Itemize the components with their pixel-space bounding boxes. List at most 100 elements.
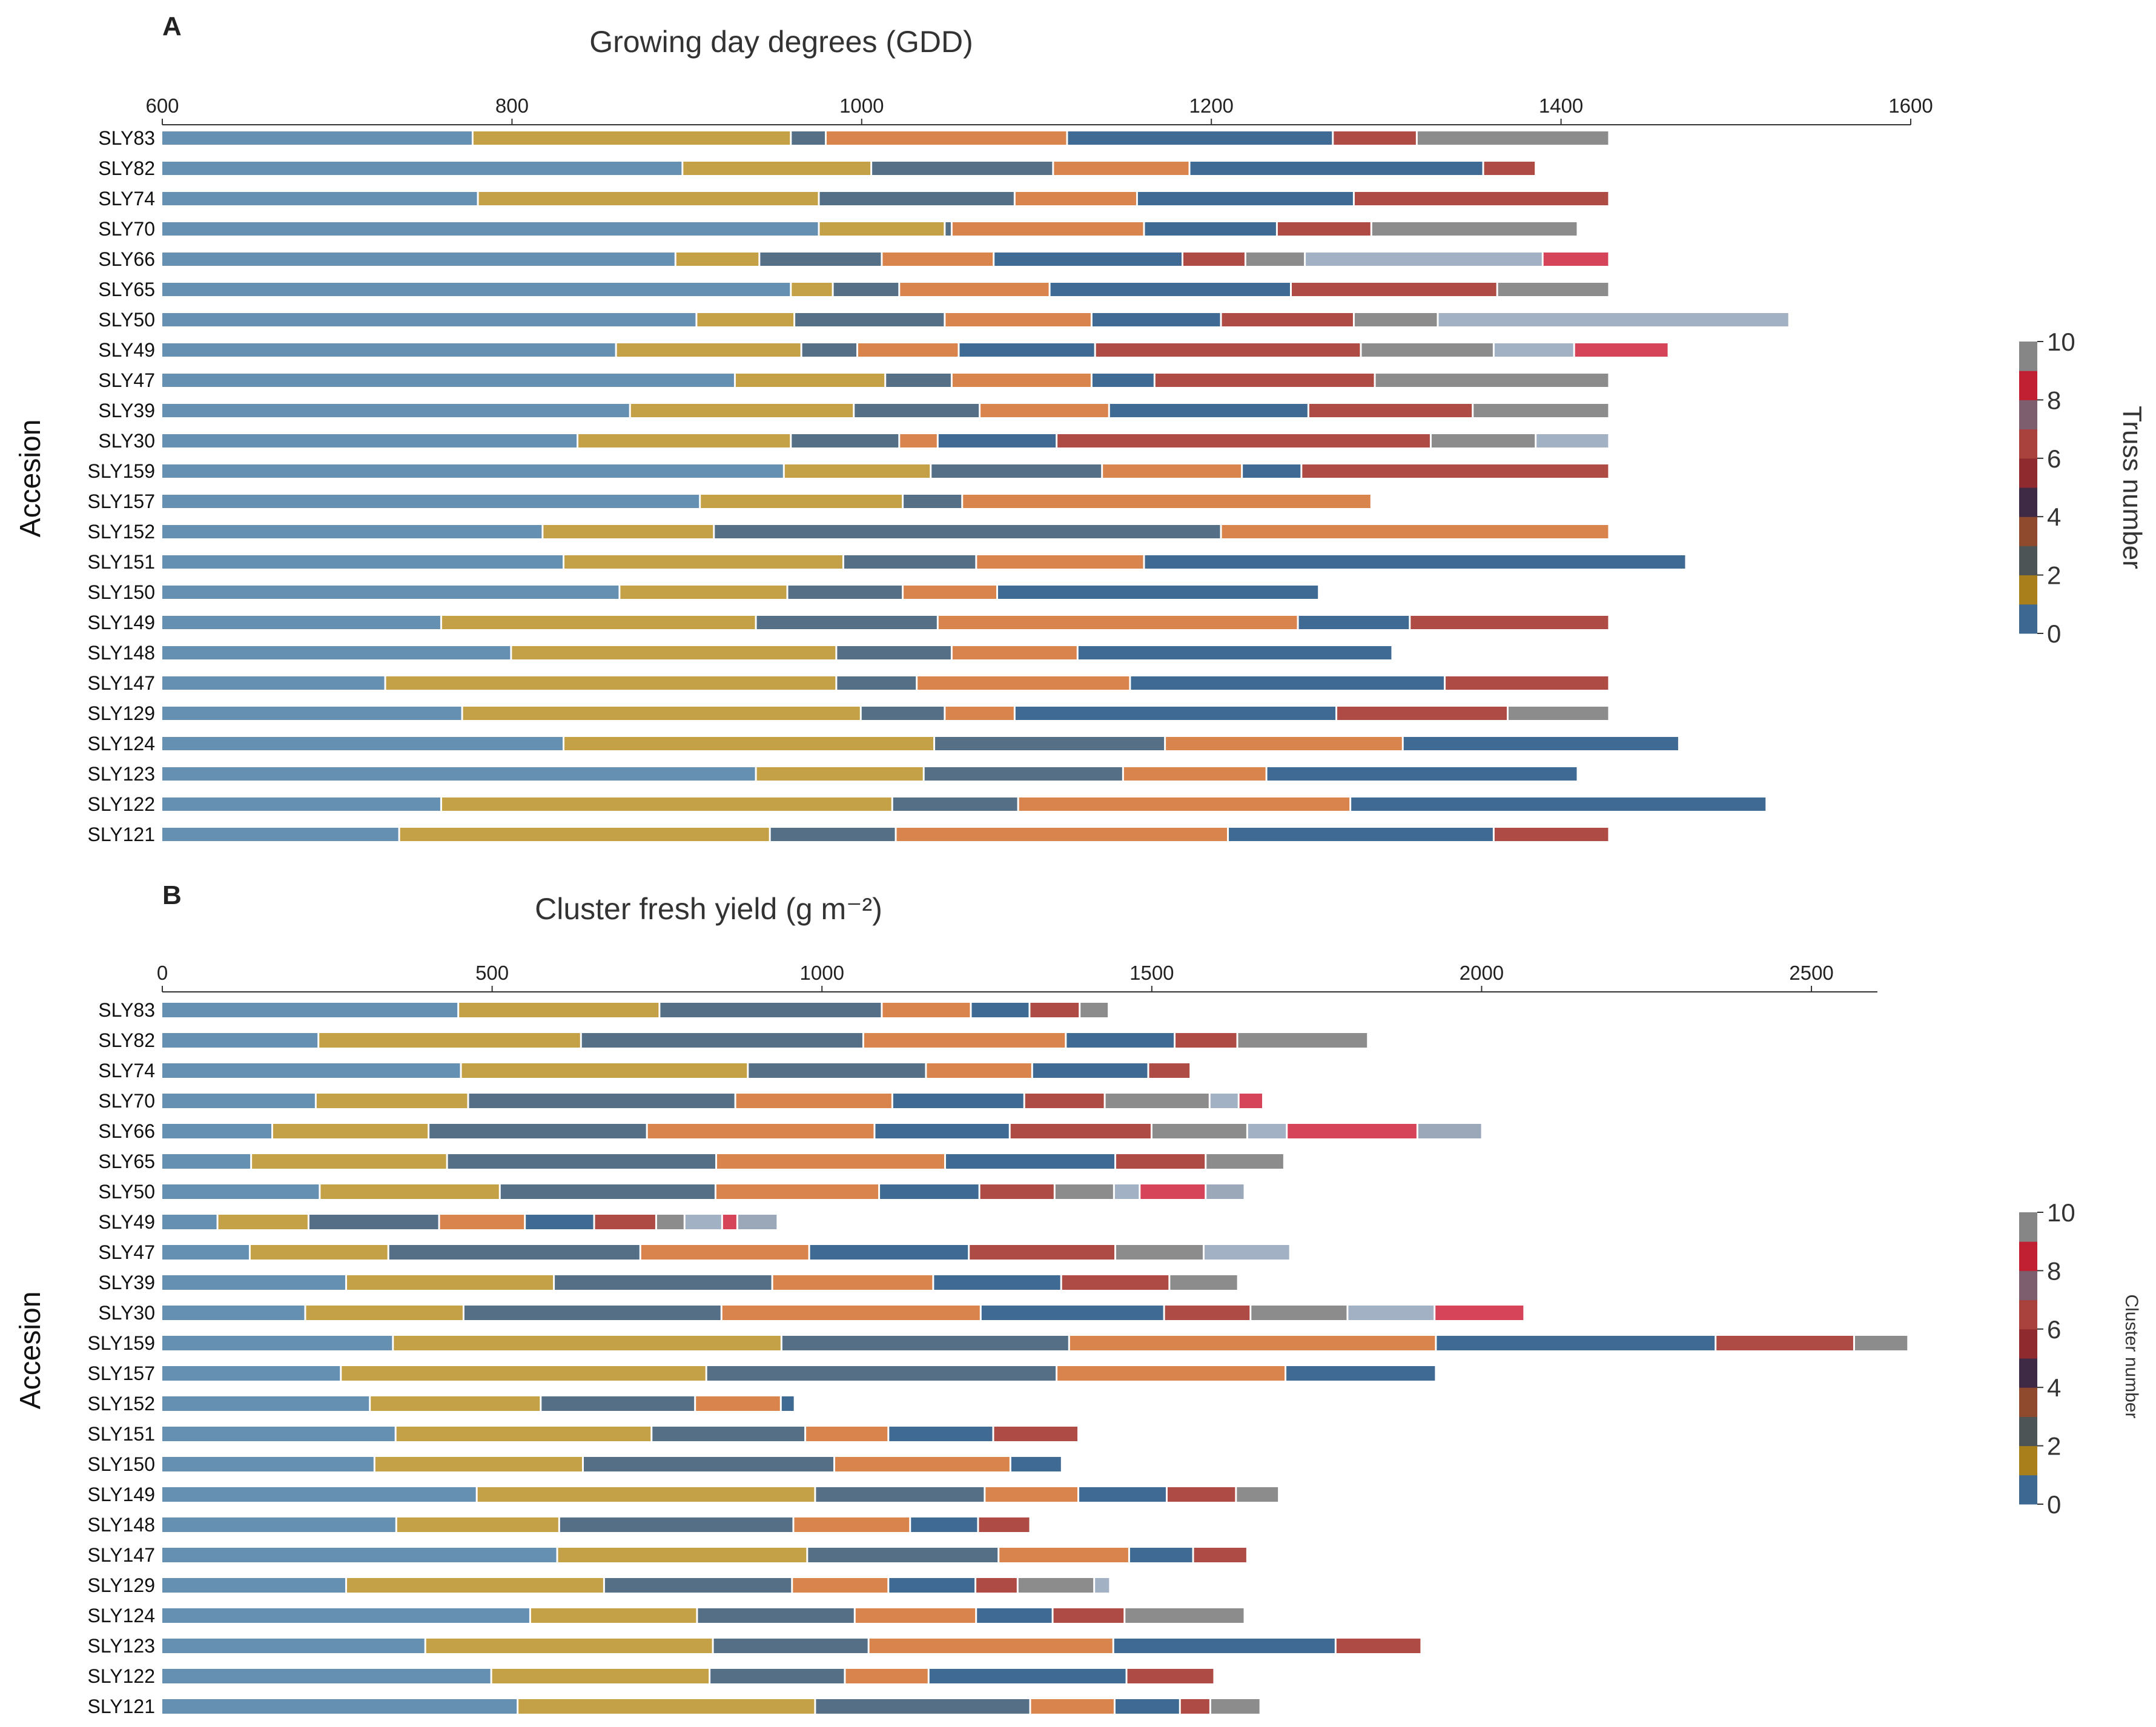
bar-segment [1180,1699,1209,1714]
bar-segment [736,1094,891,1108]
bar-segment [1131,676,1444,690]
bar-segment [945,707,1014,720]
bar-segment [810,1245,968,1260]
x-tick-label: 1000 [839,94,884,117]
bar-segment [952,374,1091,387]
bar-segment [477,1487,815,1502]
x-tick-label: 1500 [1129,962,1174,984]
bar-segment [162,1487,476,1502]
bar-segment [1018,1578,1094,1593]
bar-segment [162,1184,319,1199]
bar-segment [162,1063,460,1078]
colorbar-swatch [2019,1299,2037,1330]
bar-segment [1166,737,1402,750]
bar-segment [1243,464,1301,478]
colorbar-swatch [2019,517,2037,546]
bar-segment [273,1124,428,1138]
bar-segment [701,495,902,508]
bar-segment [1435,1306,1524,1320]
bar-segment [558,1548,807,1562]
bar-segment [162,586,619,599]
bar-segment [647,1124,874,1138]
bar-segment [1498,283,1609,296]
bar-segment [1194,1548,1246,1562]
category-label: SLY70 [98,218,155,240]
bar-segment [252,1154,446,1169]
bar-segment [162,131,472,145]
category-label: SLY150 [88,581,156,603]
bar-segment [1211,1699,1260,1714]
bar-segment [1140,1184,1205,1199]
bar-segment [900,283,1049,296]
colorbar-tick-label: 2 [2047,1432,2061,1461]
bar-segment [162,525,542,538]
bar-segment [997,586,1318,599]
bar-segment [162,374,734,387]
bar-segment [723,1215,736,1229]
bar-segment [641,1245,808,1260]
bar-segment [1155,374,1374,387]
bar-segment [1288,1124,1417,1138]
bar-segment [1239,1094,1263,1108]
bar-segment [473,131,790,145]
bar-segment [1206,1154,1283,1169]
bar-segment [980,1184,1054,1199]
bar-segment [309,1215,438,1229]
bar-segment [749,1063,925,1078]
bar-segment [1066,1033,1174,1048]
bar-segment [1116,1245,1203,1260]
bar-segment [861,707,944,720]
bar-segment [1348,1306,1434,1320]
bar-segment [945,222,951,236]
bar-segment [837,676,916,690]
bar-segment [1536,434,1609,447]
panel-b-colorbar: 0 2 4 6 8 10 [2019,1198,2075,1519]
bar-segment [773,1275,933,1290]
bar-segment [782,1336,1068,1350]
bar-segment [685,1215,721,1229]
bar-segment [756,616,937,629]
bar-segment [717,1154,945,1169]
bar-segment [162,495,699,508]
bar-segment [924,767,1122,781]
bar-segment [893,1094,1023,1108]
bar-segment [162,1427,395,1441]
bar-segment [1222,313,1353,326]
bar-segment [1010,1124,1151,1138]
colorbar-swatch [2019,342,2037,371]
bar-segment [441,797,891,811]
category-label: SLY49 [98,339,155,361]
bar-segment [918,676,1129,690]
bar-segment [162,404,629,417]
bar-segment [1286,1366,1435,1381]
bar-segment [1095,1578,1109,1593]
bar-segment [581,1033,862,1048]
bar-segment [1354,192,1609,205]
colorbar-swatch [2019,487,2037,517]
bar-segment [952,222,1143,236]
bar-segment [816,1487,984,1502]
bar-segment [713,1639,868,1653]
bar-segment [1190,162,1483,175]
bar-segment [346,1275,554,1290]
bar-segment [1302,464,1609,478]
bar-segment [1114,1639,1335,1653]
bar-segment [578,434,790,447]
bar-segment [1337,707,1507,720]
bar-segment [1351,797,1766,811]
bar-segment [710,1669,844,1683]
colorbar-swatch [2019,1445,2037,1476]
bar-segment [788,586,902,599]
bar-segment [1025,1094,1104,1108]
bar-segment [900,434,937,447]
bar-segment [162,797,440,811]
bar-segment [162,646,511,659]
bar-segment [794,1517,910,1532]
bar-segment [963,495,1371,508]
bar-segment [469,1094,735,1108]
bar-segment [397,1517,558,1532]
bar-segment [835,1457,1010,1471]
bar-segment [707,1366,1056,1381]
colorbar-swatch [2019,371,2037,400]
bar-segment [463,707,860,720]
